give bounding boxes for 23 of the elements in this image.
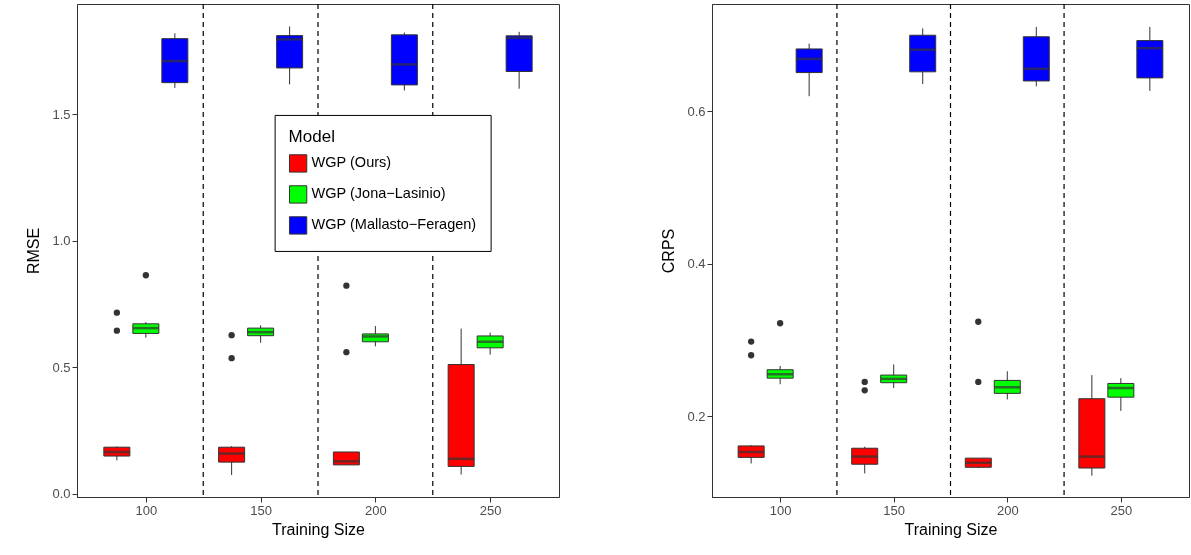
y-tick-label: 1.5 — [52, 106, 71, 122]
legend-label: WGP (Ours) — [311, 154, 392, 171]
y-tick-label: 0.0 — [52, 486, 71, 502]
x-tick-label: 100 — [769, 502, 792, 518]
legend-label: WGP (Jona−Lasinio) — [311, 185, 446, 202]
x-tick-label: 150 — [250, 502, 272, 518]
x-tick-label: 100 — [135, 502, 158, 518]
y-axis-title: RMSE — [25, 227, 43, 275]
x-tick-label: 150 — [883, 502, 906, 518]
x-tick-label: 250 — [479, 502, 502, 518]
x-tick-label: 250 — [1110, 502, 1133, 518]
y-tick-label: 1.0 — [52, 233, 71, 249]
x-tick-label: 200 — [996, 502, 1019, 518]
x-axis-title: Training Size — [272, 520, 365, 538]
legend-title: Model — [288, 126, 335, 146]
x-axis-title: Training Size — [904, 520, 998, 538]
y-tick-label: 0.4 — [687, 256, 706, 272]
y-tick-label: 0.2 — [687, 408, 706, 424]
legend-label: WGP (Mallasto−Feragen) — [311, 216, 477, 233]
y-tick-label: 0.5 — [52, 359, 71, 375]
x-tick-label: 200 — [365, 502, 387, 518]
y-tick-label: 0.6 — [687, 103, 706, 119]
y-axis-title: CRPS — [660, 228, 678, 274]
